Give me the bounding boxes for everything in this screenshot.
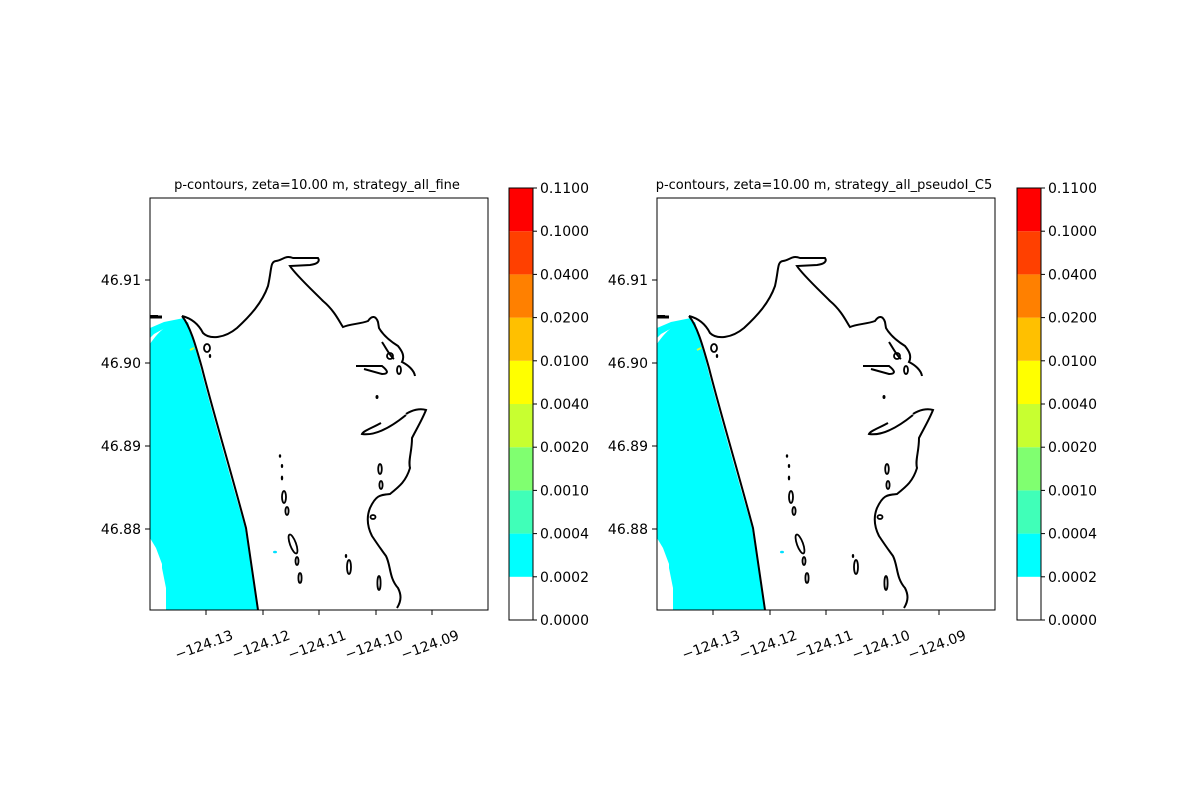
right-colorbar-label: 0.1100 (1048, 181, 1097, 197)
left-colorbar-segment (509, 188, 533, 232)
left-colorbar-label: 0.0000 (540, 613, 589, 629)
right-colorbar-segment (1017, 274, 1041, 318)
left-plot-area (148, 197, 489, 612)
right-subplot: p-contours, zeta=10.00 m, strategy_all_p… (608, 178, 1097, 664)
right-cyan-contour (655, 314, 786, 612)
left-colorbar-label: 0.1100 (540, 181, 589, 197)
right-colorbar-segment (1017, 490, 1041, 534)
left-map-features (148, 256, 427, 612)
left-colorbar-segment (509, 360, 533, 404)
right-colorbar-label: 0.0100 (1048, 354, 1097, 370)
left-y-axis: 46.88 46.89 46.90 46.91 (101, 273, 150, 538)
right-colorbar-segment (1017, 404, 1041, 448)
left-colorbar-label: 0.0400 (540, 267, 589, 283)
left-colorbar-segment (509, 404, 533, 448)
left-colorbar-segment (509, 231, 533, 275)
left-colorbar-label: 0.0002 (540, 570, 589, 586)
left-colorbar-segment (509, 576, 533, 620)
right-colorbar-label: 0.0400 (1048, 267, 1097, 283)
right-colorbar-segment (1017, 188, 1041, 232)
right-plot-area (655, 197, 996, 612)
left-x-axis: −124.13 −124.12 −124.11 −124.10 −124.09 (173, 610, 462, 664)
right-plot-title: p-contours, zeta=10.00 m, strategy_all_p… (656, 178, 993, 193)
left-xtick-2: −124.11 (286, 628, 349, 664)
right-colorbar-segment (1017, 360, 1041, 404)
left-colorbar-label: 0.0100 (540, 354, 589, 370)
left-colorbar-label: 0.0004 (540, 527, 589, 543)
right-colorbar-label: 0.0000 (1048, 613, 1097, 629)
right-colorbar-segment (1017, 317, 1041, 361)
right-colorbar: 0.0000 0.0002 0.0004 0.0010 0.0020 0.0040 0.01… (1016, 181, 1097, 629)
right-ytick-2: 46.90 (608, 356, 648, 372)
left-colorbar-label: 0.0010 (540, 483, 589, 499)
right-xtick-3: −124.10 (850, 628, 913, 664)
right-map-features (655, 256, 934, 612)
right-colorbar-segment (1017, 533, 1041, 577)
right-ytick-0: 46.88 (608, 522, 648, 538)
left-ytick-3: 46.91 (101, 273, 141, 289)
right-colorbar-segment (1017, 231, 1041, 275)
right-ytick-1: 46.89 (608, 439, 648, 455)
right-colorbar-segment (1017, 447, 1041, 491)
left-colorbar-label: 0.0200 (540, 311, 589, 327)
left-xtick-0: −124.13 (173, 628, 236, 664)
right-colorbar-label: 0.0020 (1048, 440, 1097, 456)
left-subplot: p-contours, zeta=10.00 m, strategy_all_f… (101, 178, 589, 664)
left-colorbar-segment (509, 447, 533, 491)
right-colorbar-label: 0.0002 (1048, 570, 1097, 586)
left-colorbar-segment (509, 317, 533, 361)
right-x-axis: −124.13 −124.12 −124.11 −124.10 −124.09 (680, 610, 969, 664)
right-xtick-1: −124.12 (737, 628, 800, 664)
left-plot-title: p-contours, zeta=10.00 m, strategy_all_f… (174, 178, 460, 193)
right-xtick-4: −124.09 (906, 628, 969, 664)
left-colorbar-label: 0.0020 (540, 440, 589, 456)
left-cyan-contour (148, 314, 279, 612)
left-ytick-2: 46.90 (101, 356, 141, 372)
left-colorbar-label: 0.0040 (540, 397, 589, 413)
left-ytick-1: 46.89 (101, 439, 141, 455)
right-xtick-0: −124.13 (680, 628, 743, 664)
left-ytick-0: 46.88 (101, 522, 141, 538)
right-colorbar-label: 0.1000 (1048, 224, 1097, 240)
left-colorbar-segment (509, 533, 533, 577)
right-colorbar-label: 0.0010 (1048, 483, 1097, 499)
left-xtick-4: −124.09 (399, 628, 462, 664)
right-colorbar-label: 0.0040 (1048, 397, 1097, 413)
right-colorbar-label: 0.0200 (1048, 311, 1097, 327)
right-y-axis: 46.88 46.89 46.90 46.91 (608, 273, 657, 538)
left-colorbar-label: 0.1000 (540, 224, 589, 240)
left-xtick-3: −124.10 (343, 628, 406, 664)
left-colorbar-segment (509, 274, 533, 318)
left-xtick-1: −124.12 (230, 628, 293, 664)
right-colorbar-label: 0.0004 (1048, 527, 1097, 543)
right-colorbar-segment (1017, 576, 1041, 620)
right-xtick-2: −124.11 (793, 628, 856, 664)
left-colorbar: 0.0000 0.0002 0.0004 0.0010 0.0020 0.0040 0.01… (508, 181, 589, 629)
left-colorbar-segment (509, 490, 533, 534)
right-ytick-3: 46.91 (608, 273, 648, 289)
